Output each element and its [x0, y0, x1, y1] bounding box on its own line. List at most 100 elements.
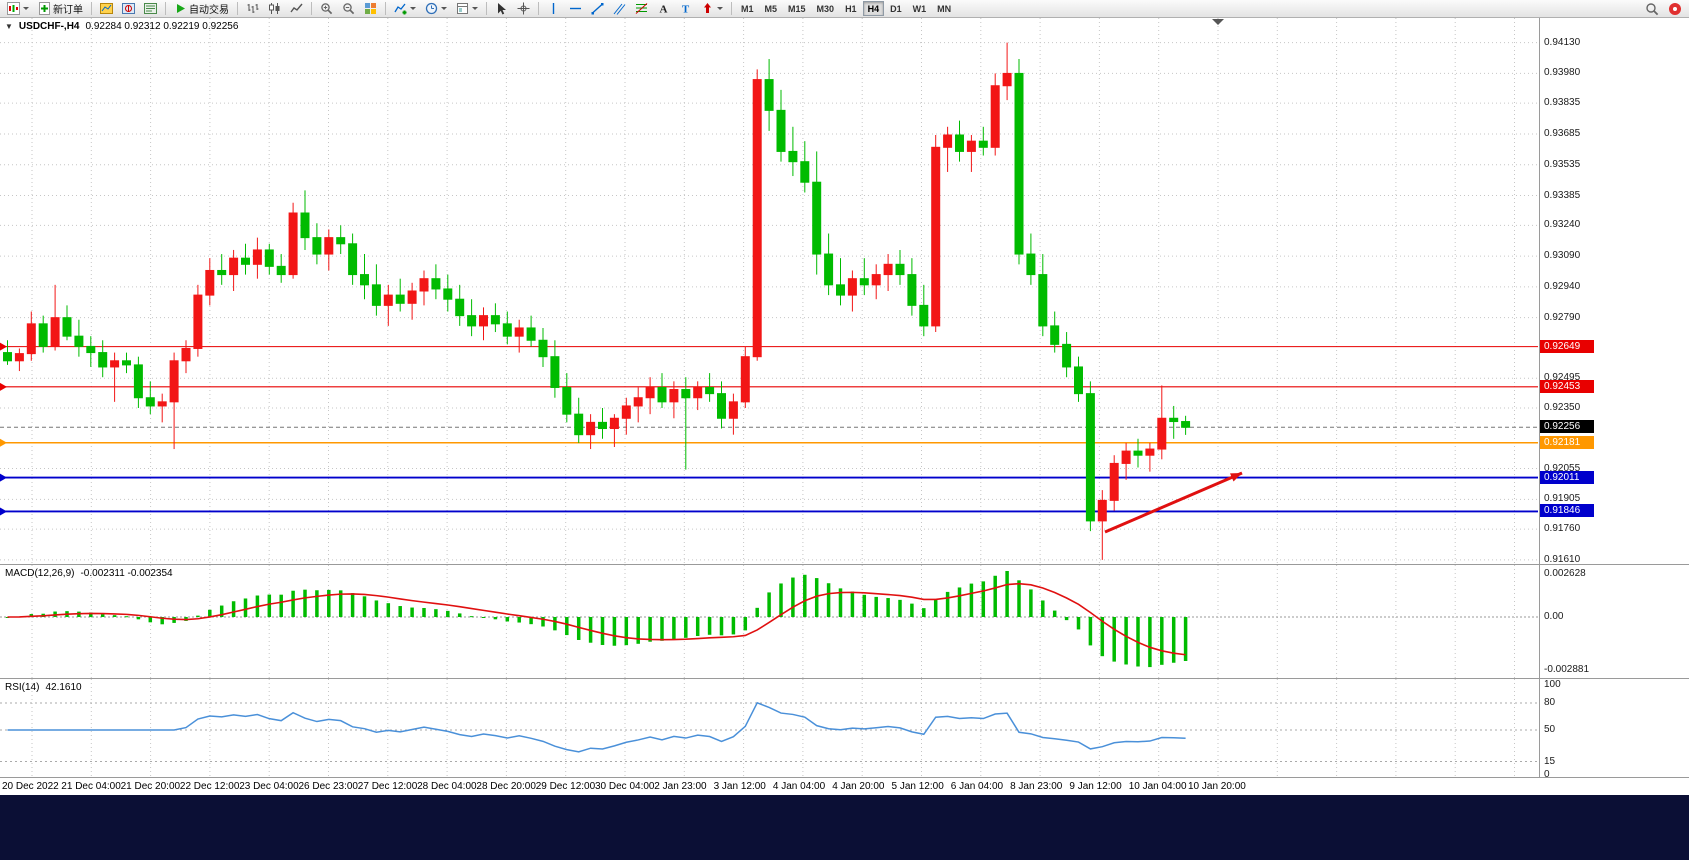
vertical-line-icon: [547, 2, 560, 15]
rsi-value: 42.1610: [45, 682, 82, 693]
market-watch-icon: [100, 2, 113, 15]
price-chart-canvas[interactable]: [0, 18, 1538, 564]
time-label: 10 Jan 20:00: [1188, 781, 1246, 792]
notification-button[interactable]: [1664, 1, 1686, 17]
zoom-in-button[interactable]: [316, 1, 337, 17]
toolbar-separator: [165, 2, 166, 15]
price-tick: 0.94130: [1544, 36, 1581, 48]
price-tick: 0.91760: [1544, 523, 1581, 535]
price-tick: 0.93090: [1544, 250, 1581, 262]
trendline-button[interactable]: [587, 1, 608, 17]
text-button[interactable]: A: [653, 1, 674, 17]
chart-title-bar: ▼ USDCHF-,H4 0.92284 0.92312 0.92219 0.9…: [5, 21, 238, 32]
tf-m1-button[interactable]: M1: [736, 1, 759, 16]
auto-trading-button[interactable]: 自动交易: [170, 1, 233, 17]
rsi-canvas[interactable]: [0, 679, 1538, 777]
line-chart-button[interactable]: [286, 1, 307, 17]
toolbar-separator: [538, 2, 539, 15]
level-price-badge: 0.91846: [1540, 504, 1594, 518]
level-price-badge: 0.92649: [1540, 339, 1594, 353]
search-button[interactable]: [1641, 1, 1663, 17]
zoom-out-icon: [342, 2, 355, 15]
zoom-in-icon: [320, 2, 333, 15]
text-icon: A: [657, 2, 670, 16]
vertical-line-button[interactable]: [543, 1, 564, 17]
main-toolbar: 新订单 自动交易: [0, 0, 1689, 18]
price-tick: 0.93685: [1544, 127, 1581, 139]
price-tick: 0.93385: [1544, 189, 1581, 201]
tf-w1-button[interactable]: W1: [908, 1, 932, 16]
arrows-button[interactable]: [697, 1, 727, 17]
candles-chart-button[interactable]: [264, 1, 285, 17]
line-chart-icon: [290, 2, 303, 15]
crosshair-button[interactable]: [513, 1, 534, 17]
time-label: 20 Dec 2022: [2, 781, 59, 792]
toolbar-separator: [731, 2, 732, 15]
tf-mn-button[interactable]: MN: [932, 1, 956, 16]
text-label-icon: T: [679, 2, 692, 16]
one-click-trading-toggle[interactable]: ▼: [5, 22, 13, 31]
time-label: 28 Dec 04:00: [417, 781, 477, 792]
time-label: 29 Dec 12:00: [535, 781, 596, 792]
templates-icon: [456, 2, 469, 15]
price-tick: 0.93535: [1544, 158, 1581, 170]
tile-windows-button[interactable]: [360, 1, 381, 17]
time-label: 2 Jan 23:00: [654, 781, 707, 792]
macd-axis-tick: -0.002881: [1544, 664, 1590, 675]
periods-button[interactable]: [421, 1, 451, 17]
text-label-button[interactable]: T: [675, 1, 696, 17]
new-chart-button[interactable]: [3, 1, 33, 17]
macd-title-bar: MACD(12,26,9) -0.002311 -0.002354: [5, 568, 173, 579]
time-label: 6 Jan 04:00: [950, 781, 1004, 792]
tf-m15-button[interactable]: M15: [783, 1, 811, 16]
macd-canvas[interactable]: [0, 565, 1538, 678]
terminal-button[interactable]: [140, 1, 161, 17]
bars-chart-button[interactable]: [242, 1, 263, 17]
chart-title: USDCHF-,H4: [18, 21, 80, 32]
new-chart-icon: [7, 2, 20, 15]
indicators-button[interactable]: [390, 1, 420, 17]
level-price-badge: 0.92181: [1540, 435, 1594, 449]
cursor-button[interactable]: [491, 1, 512, 17]
templates-button[interactable]: [452, 1, 482, 17]
horizontal-line-button[interactable]: [565, 1, 586, 17]
price-axis: 0.94130 0.93980 0.93835 0.93685 0.93535 0.933…: [1539, 18, 1689, 564]
arrow-object-icon: [701, 2, 714, 15]
channel-button[interactable]: [609, 1, 630, 17]
tf-m30-button[interactable]: M30: [812, 1, 840, 16]
chart-ohlc: 0.92284 0.92312 0.92219 0.92256: [85, 21, 239, 32]
tf-h1-button[interactable]: H1: [840, 1, 862, 16]
macd-label: MACD(12,26,9): [5, 568, 75, 579]
toolbar-separator: [486, 2, 487, 15]
chart-shift-marker: [1212, 19, 1224, 25]
price-tick: 0.92790: [1544, 311, 1581, 323]
rsi-axis: 100 80 50 15 0: [1539, 679, 1689, 777]
channel-icon: [613, 2, 626, 15]
new-order-button[interactable]: 新订单: [34, 1, 87, 17]
time-axis: 20 Dec 2022 21 Dec 04:00 21 Dec 20:00 22 De…: [0, 777, 1689, 795]
time-label: 28 Dec 20:00: [476, 781, 536, 792]
rsi-axis-tick: 100: [1544, 679, 1561, 690]
clock-icon: [425, 2, 438, 15]
market-watch-button[interactable]: [96, 1, 117, 17]
tf-h4-button[interactable]: H4: [862, 1, 885, 16]
search-icon: [1645, 2, 1659, 16]
price-tick: 0.91905: [1544, 493, 1581, 505]
trendline-icon: [591, 2, 604, 15]
zoom-out-button[interactable]: [338, 1, 359, 17]
macd-axis-tick: 0.00: [1544, 611, 1564, 622]
tf-m5-button[interactable]: M5: [760, 1, 783, 16]
fibonacci-button[interactable]: [631, 1, 652, 17]
new-order-label: 新订单: [53, 5, 83, 16]
time-label: 8 Jan 23:00: [1010, 781, 1063, 792]
tf-d1-button[interactable]: D1: [885, 1, 907, 16]
navigator-button[interactable]: [118, 1, 139, 17]
rsi-axis-tick: 0: [1544, 769, 1550, 777]
auto-trading-play-icon: [174, 2, 187, 15]
candles-chart-icon: [268, 2, 281, 15]
rsi-label: RSI(14): [5, 682, 40, 693]
macd-axis-tick: 0.002628: [1544, 568, 1586, 579]
price-tick: 0.93240: [1544, 219, 1581, 231]
price-tick: 0.92055: [1544, 462, 1581, 474]
